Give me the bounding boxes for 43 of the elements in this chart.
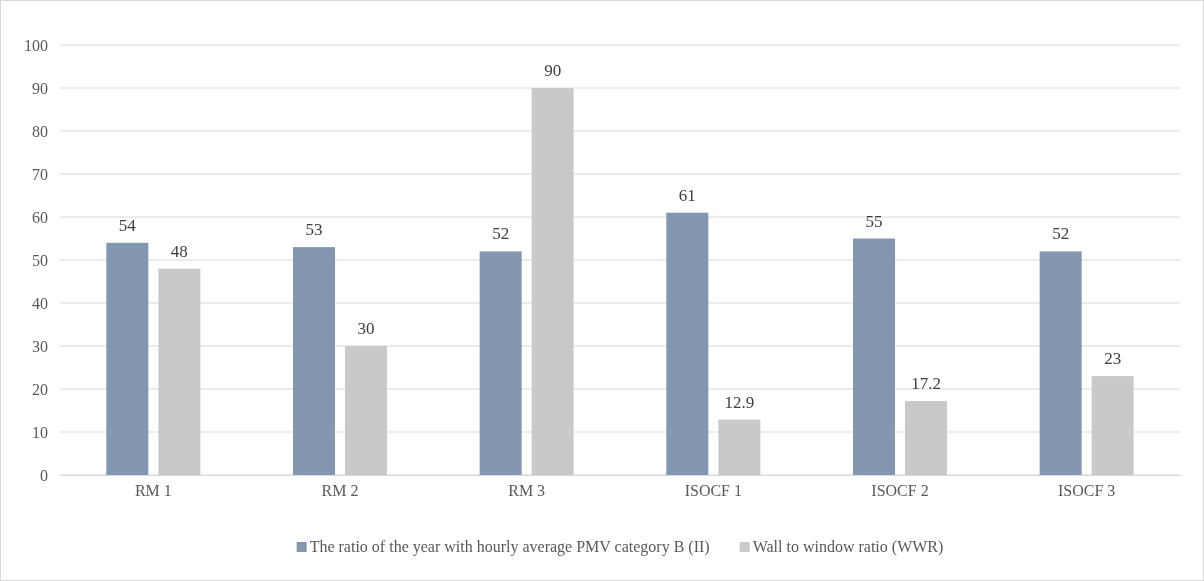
bar [718,419,761,475]
data-label: 90 [544,61,562,80]
data-label: 55 [865,211,883,231]
data-label: 23 [1104,349,1122,369]
y-tick-label: 20 [32,380,48,398]
y-tick-label: 10 [32,423,48,441]
bar [1091,376,1134,475]
data-label: 54 [118,215,137,235]
y-tick-label: 80 [32,122,48,140]
y-tick-label: 40 [32,294,48,312]
legend-label: Wall to window ratio (WWR) [752,538,944,556]
bar [666,212,709,475]
y-tick-label: 50 [32,251,48,269]
y-tick-label: 90 [32,79,48,97]
bar [345,346,387,475]
data-label: 53 [305,220,323,240]
data-label: 48 [170,241,188,261]
data-label: 52 [1052,224,1070,244]
y-tick-label: 70 [32,165,48,183]
legend-label: The ratio of the year with hourly average PMV category B (II) [309,538,710,556]
y-tick-label: 60 [32,208,48,226]
data-label: 17.2 [911,374,941,394]
bar [853,238,895,475]
y-tick-label: 30 [32,337,48,355]
y-tick-label: 100 [24,36,48,54]
data-label: 30 [357,319,375,338]
bar [106,242,149,475]
bar [1039,251,1082,475]
data-label: 12.9 [724,392,755,412]
data-label: 52 [492,224,510,244]
bar [479,251,522,475]
y-tick-label: 0 [40,466,48,484]
bar [293,247,335,475]
x-tick-label: ISOCF 3 [1057,482,1116,500]
x-tick-label: RM 1 [134,482,172,500]
bar [905,401,947,475]
x-tick-label: ISOCF 1 [684,482,743,500]
x-tick-label: ISOCF 2 [871,482,929,500]
bar [158,268,201,475]
x-tick-label: RM 2 [321,482,359,500]
x-tick-label: RM 3 [508,482,546,500]
bar [531,88,574,475]
data-label: 61 [678,185,696,205]
